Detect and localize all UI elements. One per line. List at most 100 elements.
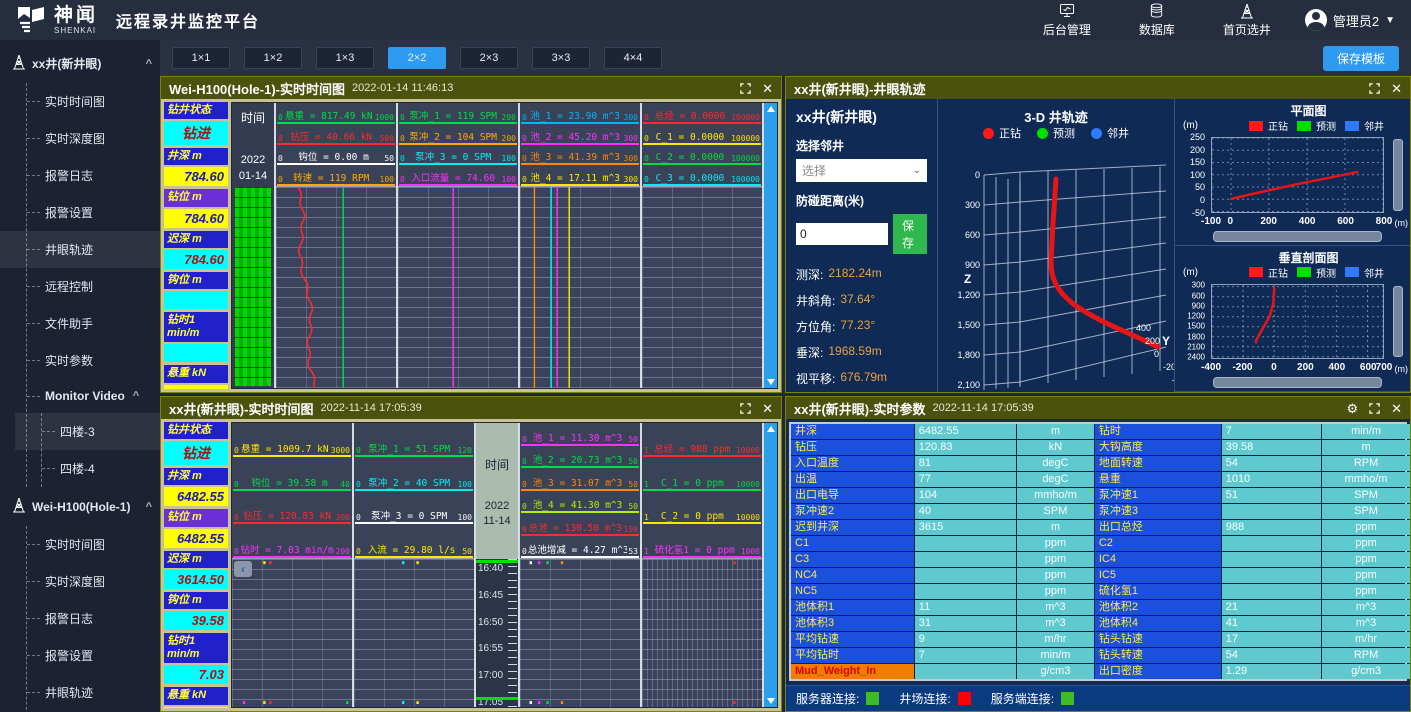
sidebar-subitem-四楼-4[interactable]: 四楼-4 xyxy=(42,450,160,487)
legend-item-预测: 预测 xyxy=(1037,125,1075,141)
sidebar-item-报警日志[interactable]: 报警日志 xyxy=(27,600,160,637)
sidebar-item-实时参数[interactable]: 实时参数 xyxy=(27,342,160,379)
save-template-button[interactable]: 保存模板 xyxy=(1322,45,1399,71)
scroll-up-icon[interactable] xyxy=(766,426,775,432)
scroll-down-icon[interactable] xyxy=(766,379,775,385)
sidebar-item-井眼轨迹[interactable]: 井眼轨迹 xyxy=(27,674,160,711)
curve-max: 10000 xyxy=(735,479,760,489)
scroll-up-icon[interactable] xyxy=(766,106,775,112)
layout-button-2×3[interactable]: 2×3 xyxy=(460,47,518,69)
time-axis-label: 时间 xyxy=(484,457,509,472)
vertical-scrollbar[interactable] xyxy=(1393,139,1403,211)
horizontal-scrollbar[interactable] xyxy=(1213,377,1382,388)
nav-item-后台管理[interactable]: 后台管理 xyxy=(1043,3,1091,38)
curve-text: 池_2 = 20.73 m^3 xyxy=(532,455,623,466)
curve-label: 1 总烃 = 988 ppm 10000 xyxy=(643,423,761,457)
close-icon[interactable]: ✕ xyxy=(1391,80,1402,96)
sidebar-item-label: 文件助手 xyxy=(45,317,94,331)
status-block: 钻时1 min/m xyxy=(164,311,228,363)
curve-max: 300 xyxy=(623,133,638,143)
vertical-scrollbar[interactable] xyxy=(764,103,777,388)
chart-track: 0 池_1 = 23.90 m^3 300 0 池_2 = 45.20 m^3 300 0 池… xyxy=(520,103,642,388)
sidebar-item-label: 报警设置 xyxy=(45,649,94,663)
svg-text:1,500: 1,500 xyxy=(957,320,980,330)
nav-item-label: 首页选井 xyxy=(1222,22,1271,37)
status-block: 悬重 kN817.5 xyxy=(164,365,228,389)
param-unit: kN xyxy=(1017,440,1094,455)
param-name: 出温 xyxy=(791,472,914,487)
gear-icon[interactable]: ⚙ xyxy=(1346,400,1359,416)
user-menu[interactable]: 管理员2 ▼ xyxy=(1304,9,1395,31)
layout-button-1×1[interactable]: 1×1 xyxy=(172,47,230,69)
nav-item-首页选井[interactable]: 首页选井 xyxy=(1223,3,1271,38)
vertical-scrollbar[interactable] xyxy=(764,423,777,707)
sidebar-item-Monitor Video[interactable]: Monitor Video ^ xyxy=(27,379,160,413)
curve-label: 0 池_1 = 23.90 m^3 300 xyxy=(521,103,639,124)
vertical-scrollbar[interactable] xyxy=(1393,285,1403,357)
y-axis: 250 200 150 100 50 0 -50 xyxy=(1175,132,1208,218)
sidebar-item-label: 实时深度图 xyxy=(45,132,106,146)
curve-label: 1 C_2 = 0 ppm 10000 xyxy=(643,491,761,525)
sidebar-item-label: 实时参数 xyxy=(45,354,94,368)
layout-button-1×2[interactable]: 1×2 xyxy=(244,47,302,69)
legend-item-预测: 预测 xyxy=(1297,265,1336,280)
param-value: 1.29 xyxy=(1221,664,1322,679)
expand-icon[interactable] xyxy=(1369,82,1380,94)
distance-input[interactable] xyxy=(796,223,888,245)
panel-title: xx井(新井眼)-井眼轨迹 xyxy=(794,81,926,97)
expand-icon[interactable] xyxy=(740,402,751,414)
expand-icon[interactable] xyxy=(740,82,751,94)
sidebar-item-远程控制[interactable]: 远程控制 xyxy=(27,268,160,305)
expand-icon[interactable] xyxy=(1369,402,1380,414)
axis-unit: (m) xyxy=(1183,266,1198,278)
track-header: 0 池_1 = 23.90 m^3 300 0 池_2 = 45.20 m^3 300 0 池… xyxy=(520,103,640,187)
param-value: 7 xyxy=(914,648,1017,663)
horizontal-scrollbar[interactable] xyxy=(1213,230,1382,242)
curve-text: 池_3 = 41.39 m^3 xyxy=(530,152,620,164)
curve-min: 0 xyxy=(522,502,527,511)
svg-text:1,200: 1,200 xyxy=(957,290,980,300)
time-tick-label: 16:50 xyxy=(478,616,504,628)
sidebar-item-文件助手[interactable]: 文件助手 xyxy=(27,305,160,342)
sidebar-item-报警设置[interactable]: 报警设置 xyxy=(27,637,160,674)
curve-label: 0 池_4 = 41.30 m^3 50 xyxy=(521,491,639,513)
plot-area xyxy=(1211,283,1384,359)
layout-button-1×3[interactable]: 1×3 xyxy=(316,47,374,69)
status-label: 钩位 m xyxy=(164,271,228,289)
layout-button-3×3[interactable]: 3×3 xyxy=(532,47,590,69)
curve-label: 0 入口流量 = 74.60 100 xyxy=(399,165,517,186)
x-tick-label: 800 xyxy=(1375,215,1393,227)
sidebar-item-报警日志[interactable]: 报警日志 xyxy=(27,157,160,194)
neighbor-select[interactable]: 选择 ⌄ xyxy=(796,159,927,182)
sidebar-item-实时时间图[interactable]: 实时时间图 xyxy=(27,526,160,563)
sidebar-item-井眼轨迹[interactable]: 井眼轨迹 xyxy=(0,231,160,268)
close-icon[interactable]: ✕ xyxy=(762,400,773,416)
sidebar-item-实时深度图[interactable]: 实时深度图 xyxy=(27,563,160,600)
chart-title: 3-D 井轨迹 xyxy=(1024,110,1088,125)
database-icon xyxy=(1149,3,1164,19)
scroll-down-icon[interactable] xyxy=(766,698,775,704)
sidebar-well[interactable]: xx井(新井眼) ^ xyxy=(0,44,160,83)
sidebar-well[interactable]: Wei-H100(Hole-1) ^ xyxy=(0,487,160,526)
time-column: 时间 2022 11-14 16:40 16:45 16:50 16:55 17:00 17:0… xyxy=(476,423,520,707)
curve-text: 池_1 = 11.30 m^3 xyxy=(532,432,623,444)
collapse-arrow-icon[interactable]: ‹ xyxy=(234,561,252,577)
sidebar-item-实时时间图[interactable]: 实时时间图 xyxy=(27,83,160,120)
time-axis-header: 时间 2022 01-14 xyxy=(232,103,274,187)
curve-min: 0 xyxy=(278,133,283,143)
param-value: 40 xyxy=(914,504,1017,519)
layout-button-2×2[interactable]: 2×2 xyxy=(388,47,446,69)
panel-header: Wei-H100(Hole-1)-实时时间图 2022-01-14 11:46:… xyxy=(161,77,781,99)
y-tick-label: 300 xyxy=(1191,280,1205,290)
close-icon[interactable]: ✕ xyxy=(1391,400,1402,416)
save-distance-button[interactable]: 保存 xyxy=(893,214,927,254)
y-tick-label: 1800 xyxy=(1187,332,1205,342)
sidebar-item-实时深度图[interactable]: 实时深度图 xyxy=(27,120,160,157)
sidebar-item-报警设置[interactable]: 报警设置 xyxy=(27,194,160,231)
layout-button-4×4[interactable]: 4×4 xyxy=(604,47,662,69)
sidebar-subitem-四楼-3[interactable]: 四楼-3 xyxy=(15,413,160,450)
curve-min: 0 xyxy=(522,457,527,466)
curve-text: C_3 = 0.0000 xyxy=(655,173,725,184)
nav-item-数据库[interactable]: 数据库 xyxy=(1139,3,1175,38)
close-icon[interactable]: ✕ xyxy=(762,80,773,96)
